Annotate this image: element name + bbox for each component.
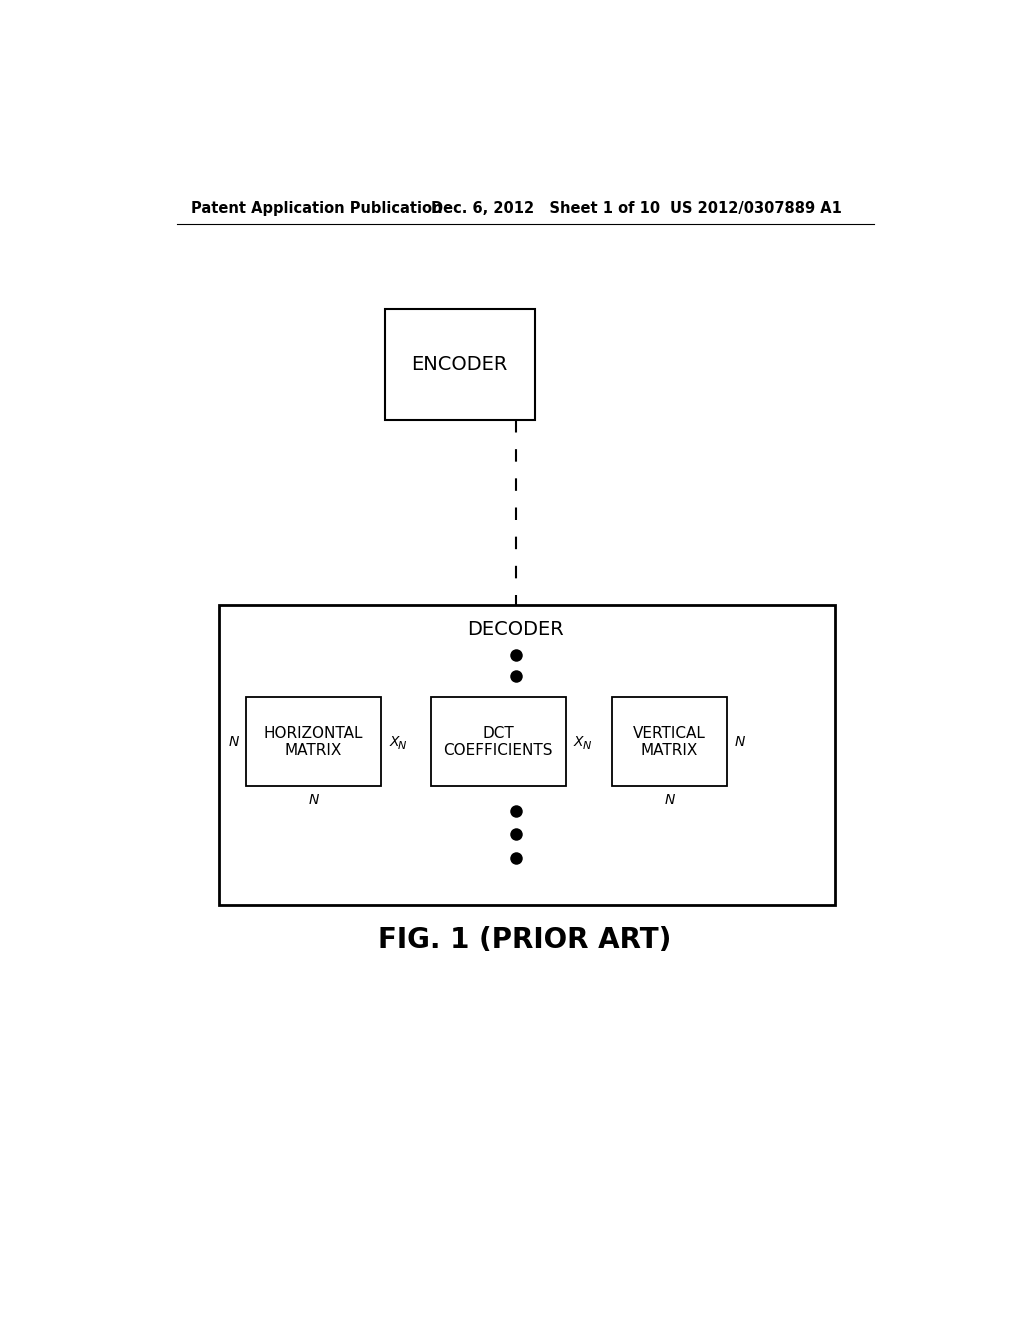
Text: FIG. 1 (PRIOR ART): FIG. 1 (PRIOR ART) — [378, 925, 672, 954]
Text: X: X — [389, 735, 398, 748]
FancyBboxPatch shape — [431, 697, 565, 785]
Text: US 2012/0307889 A1: US 2012/0307889 A1 — [670, 201, 842, 216]
FancyBboxPatch shape — [219, 605, 836, 906]
Text: DECODER: DECODER — [467, 620, 564, 639]
Text: HORIZONTAL: HORIZONTAL — [264, 726, 364, 742]
Text: N: N — [308, 793, 318, 807]
Text: N: N — [583, 741, 591, 751]
Text: ENCODER: ENCODER — [412, 355, 508, 374]
Text: VERTICAL: VERTICAL — [633, 726, 706, 742]
Text: MATRIX: MATRIX — [641, 743, 698, 759]
FancyBboxPatch shape — [611, 697, 727, 785]
Text: N: N — [398, 741, 407, 751]
Text: COEFFICIENTS: COEFFICIENTS — [443, 743, 553, 759]
Text: N: N — [734, 735, 744, 748]
FancyBboxPatch shape — [385, 309, 535, 420]
Text: N: N — [665, 793, 675, 807]
Text: N: N — [228, 735, 239, 748]
FancyBboxPatch shape — [246, 697, 381, 785]
Text: MATRIX: MATRIX — [285, 743, 342, 759]
Text: X: X — [573, 735, 584, 748]
Text: Dec. 6, 2012   Sheet 1 of 10: Dec. 6, 2012 Sheet 1 of 10 — [431, 201, 660, 216]
Text: DCT: DCT — [482, 726, 514, 742]
Text: Patent Application Publication: Patent Application Publication — [190, 201, 442, 216]
